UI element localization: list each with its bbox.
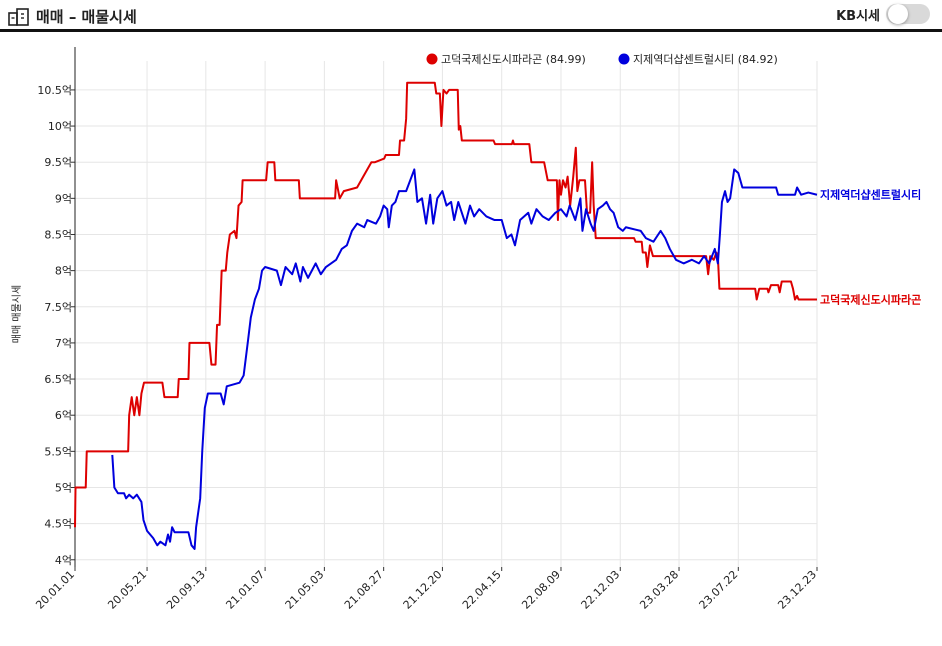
kb-price-toggle[interactable] [886,4,930,24]
y-tick-label: 8억 [55,265,72,278]
building-icon [8,7,29,26]
legend-label: 고덕국제신도시파라곤 (84.99) [441,53,586,66]
x-tick-label: 23.03.28 [637,568,681,612]
chart-grid [74,61,818,567]
series-line [74,81,817,528]
x-tick-label: 23.12.23 [775,568,819,612]
header-bar: 매매 – 매물시세 KB시세 [0,0,942,32]
chart-legend: 고덕국제신도시파라곤 (84.99) 지제역더샵센트럴시티 (84.92) [426,53,778,66]
legend-marker [426,53,438,65]
x-tick-label: 22.08.09 [519,568,563,612]
x-tick-label: 21.08.27 [342,568,386,612]
y-tick-label: 10.5억 [37,84,72,97]
y-tick-label: 6억 [55,409,72,422]
x-tick-label: 20.09.13 [164,568,208,612]
x-tick-label: 22.12.03 [579,568,623,612]
y-tick-label: 5.5억 [44,445,72,458]
series-line [111,168,818,550]
price-chart: 4억 4.5억 5억 5.5억 6억 6.5억 7억 7.5억 8억 8.5억 9억 9.5억 10억 1… [11,47,921,612]
kb-price-toggle-group: KB시세 [836,4,930,24]
x-tick-label: 21.12.20 [401,568,445,612]
y-tick-label: 8.5억 [44,228,72,241]
y-tick-label: 7억 [55,337,72,350]
legend-marker [618,53,630,65]
kb-price-toggle-label: KB시세 [836,8,880,24]
toggle-knob[interactable] [888,4,908,24]
header-divider [0,29,942,32]
x-tick-label: 23.07.22 [697,568,741,612]
chart-series: 고덕국제신도시파라곤 지제역더샵센트럴시티 [74,81,921,550]
series-end-label: 고덕국제신도시파라곤 [820,293,921,307]
title-group: 매매 – 매물시세 [8,6,137,27]
x-tick-label: 20.01.01 [33,568,77,612]
y-tick-label: 4억 [55,554,72,567]
y-tick-label: 10억 [48,120,72,133]
chart-axes: 4억 4.5억 5억 5.5억 6억 6.5억 7억 7.5억 8억 8.5억 9억 9.5억 10억 1… [33,47,819,612]
x-tick-label: 22.04.15 [460,568,504,612]
y-tick-label: 5억 [55,481,72,494]
y-tick-label: 6.5억 [44,373,72,386]
legend-label: 지제역더샵센트럴시티 (84.92) [633,53,778,66]
series-end-label: 지제역더샵센트럴시티 [820,188,921,202]
y-tick-label: 7.5억 [44,301,72,314]
x-tick-label: 20.05.21 [105,568,149,612]
page-title: 매매 – 매물시세 [36,8,137,26]
x-tick-label: 21.05.03 [283,568,327,612]
y-tick-label: 4.5억 [44,518,72,531]
y-tick-label: 9.5억 [44,156,72,169]
y-axis-label: 매매 매물시세 [11,285,23,343]
y-tick-label: 9억 [55,192,72,205]
x-tick-label: 21.01.07 [223,568,267,612]
